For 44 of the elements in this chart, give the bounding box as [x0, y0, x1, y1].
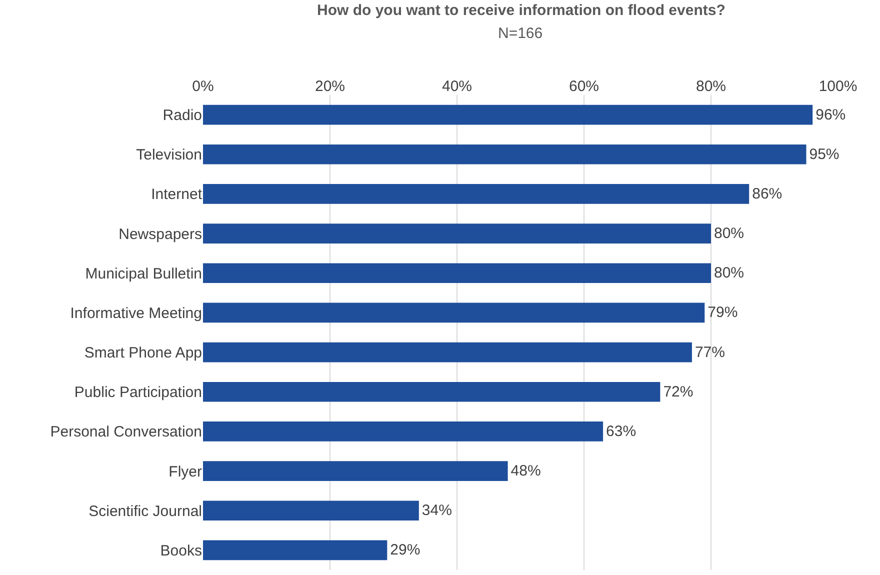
data-label: 29% — [390, 542, 420, 559]
data-label: 95% — [809, 146, 840, 163]
bar — [203, 224, 711, 244]
x-tick-label: 60% — [568, 78, 600, 95]
bar — [203, 302, 705, 323]
data-label: 72% — [663, 383, 694, 400]
y-tick-label: Public Participation — [74, 384, 202, 402]
chart-title: How do you want to receive information on flood events? — [317, 2, 726, 19]
x-tick-label: 100% — [818, 78, 858, 95]
y-tick-label: Books — [160, 542, 202, 560]
data-label: 77% — [694, 344, 725, 361]
y-tick-label: Scientific Journal — [88, 502, 202, 520]
bar — [203, 184, 750, 204]
data-label: 63% — [606, 422, 636, 440]
data-label: 80% — [714, 264, 744, 282]
data-label: 79% — [708, 304, 738, 322]
bar — [203, 263, 711, 284]
data-label: 34% — [422, 502, 452, 520]
y-tick-label: Internet — [151, 186, 203, 204]
bar — [203, 540, 388, 560]
x-tick-label: 80% — [696, 78, 726, 95]
bar — [203, 422, 604, 442]
bar — [203, 144, 806, 164]
bar — [203, 342, 692, 362]
bar — [203, 500, 419, 521]
y-tick-label: Television — [136, 146, 202, 164]
y-tick-label: Radio — [162, 107, 202, 124]
data-label: 80% — [714, 225, 744, 242]
y-tick-label: Newspapers — [118, 226, 202, 243]
bar — [203, 382, 660, 402]
y-tick-label: Municipal Bulletin — [85, 265, 202, 282]
y-tick-label: Smart Phone App — [84, 344, 202, 362]
bar — [203, 104, 813, 125]
data-label: 96% — [816, 106, 846, 124]
y-tick-label: Personal Conversation — [50, 424, 202, 441]
bar — [203, 461, 508, 481]
data-label: 48% — [510, 462, 541, 480]
y-tick-label: Informative Meeting — [70, 304, 202, 322]
x-tick-label: 0% — [192, 78, 214, 95]
x-tick-label: 20% — [314, 78, 346, 95]
y-tick-label: Flyer — [168, 463, 202, 480]
chart-subtitle: N=166 — [498, 25, 543, 42]
x-tick-label: 40% — [442, 78, 472, 95]
data-label: 86% — [752, 185, 782, 202]
